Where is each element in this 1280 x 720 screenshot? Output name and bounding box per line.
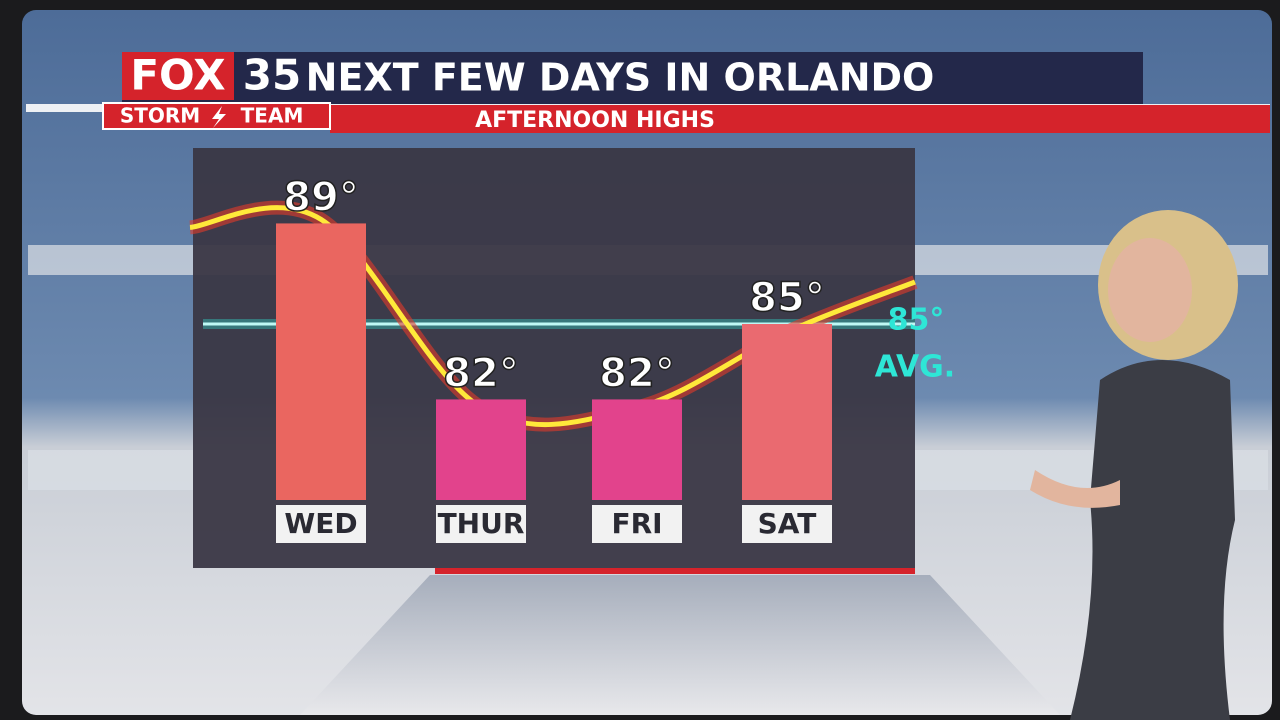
- bar: [742, 324, 832, 500]
- presenter-dress: [1070, 360, 1235, 720]
- logo-channel: 35: [243, 51, 301, 100]
- logo-box: [122, 52, 234, 100]
- value-label: 82°: [599, 350, 675, 396]
- chart-title: NEXT FEW DAYS IN ORLANDO: [306, 56, 935, 100]
- presenter-arm: [1030, 470, 1120, 508]
- logo-team-right: TEAM: [241, 104, 304, 128]
- presenter: [1030, 210, 1238, 720]
- lightning-icon: [212, 106, 226, 128]
- team-box: [102, 102, 331, 130]
- x-tick-label: FRI: [611, 507, 662, 540]
- bar: [436, 399, 526, 500]
- bar: [276, 223, 366, 500]
- x-tick-label: SAT: [758, 507, 817, 540]
- logo-team-left: STORM: [120, 104, 200, 128]
- day-box: [436, 505, 526, 543]
- day-box: [276, 505, 366, 543]
- value-label: 82°: [443, 350, 519, 396]
- logo-network: FOX: [130, 51, 225, 100]
- average-value-label: 85°: [888, 303, 945, 338]
- studio-floor: [300, 575, 1060, 715]
- chart-subtitle: AFTERNOON HIGHS: [475, 108, 715, 133]
- panel-accent: [435, 568, 915, 574]
- day-box: [592, 505, 682, 543]
- presenter-face: [1108, 238, 1192, 342]
- x-tick-label: WED: [284, 507, 357, 540]
- day-box: [742, 505, 832, 543]
- subtitle-bar: [330, 105, 1270, 133]
- bar: [592, 399, 682, 500]
- title-bar: [122, 52, 1143, 104]
- x-tick-label: THUR: [438, 507, 525, 540]
- value-label: 85°: [749, 275, 825, 321]
- average-label: AVG.: [875, 350, 955, 385]
- value-label: 89°: [283, 174, 359, 220]
